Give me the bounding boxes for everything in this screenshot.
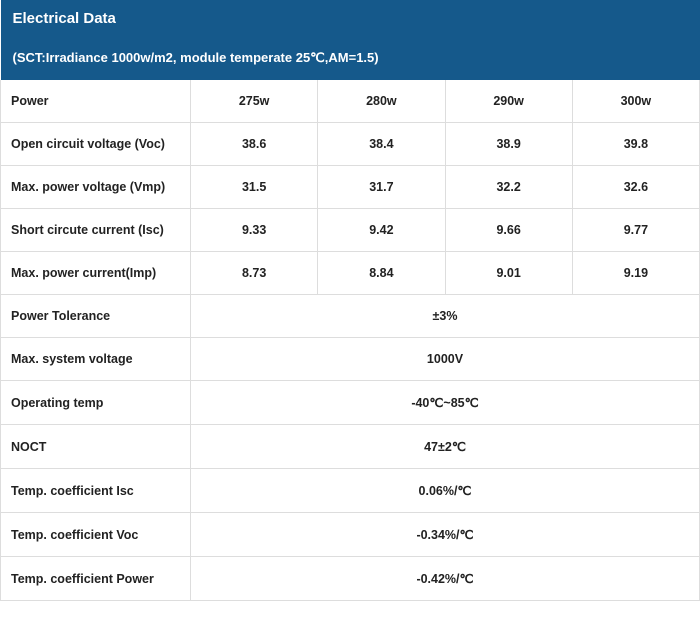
- power-label: Power: [1, 80, 191, 123]
- spec-value: 9.77: [572, 209, 699, 252]
- spec-value: 9.01: [445, 252, 572, 295]
- merged-label: Temp. coefficient Isc: [1, 469, 191, 513]
- spec-label: Short circute current (Isc): [1, 209, 191, 252]
- merged-value: -40℃~85℃: [191, 381, 700, 425]
- spec-value: 38.6: [191, 123, 318, 166]
- spec-value: 9.33: [191, 209, 318, 252]
- spec-row: Short circute current (Isc) 9.33 9.42 9.…: [1, 209, 700, 252]
- spec-label: Max. power current(Imp): [1, 252, 191, 295]
- spec-value: 39.8: [572, 123, 699, 166]
- merged-row: NOCT 47±2℃: [1, 425, 700, 469]
- spec-row: Max. power voltage (Vmp) 31.5 31.7 32.2 …: [1, 166, 700, 209]
- merged-label: Operating temp: [1, 381, 191, 425]
- spec-value: 9.66: [445, 209, 572, 252]
- spec-value: 38.4: [318, 123, 445, 166]
- merged-label: Temp. coefficient Voc: [1, 513, 191, 557]
- merged-label: Power Tolerance: [1, 295, 191, 338]
- merged-row: Power Tolerance ±3%: [1, 295, 700, 338]
- merged-row: Operating temp -40℃~85℃: [1, 381, 700, 425]
- table-title: Electrical Data: [1, 0, 700, 36]
- merged-label: Max. system voltage: [1, 338, 191, 381]
- spec-value: 38.9: [445, 123, 572, 166]
- power-col-1: 280w: [318, 80, 445, 123]
- electrical-data-table: Electrical Data (SCT:Irradiance 1000w/m2…: [0, 0, 700, 601]
- merged-label: Temp. coefficient Power: [1, 557, 191, 601]
- merged-value: 1000V: [191, 338, 700, 381]
- spec-label: Max. power voltage (Vmp): [1, 166, 191, 209]
- merged-row: Temp. coefficient Power -0.42%/℃: [1, 557, 700, 601]
- table-subtitle: (SCT:Irradiance 1000w/m2, module tempera…: [1, 36, 700, 81]
- power-header-row: Power 275w 280w 290w 300w: [1, 80, 700, 123]
- spec-value: 8.84: [318, 252, 445, 295]
- merged-value: ±3%: [191, 295, 700, 338]
- spec-label: Open circuit voltage (Voc): [1, 123, 191, 166]
- power-col-2: 290w: [445, 80, 572, 123]
- spec-row: Open circuit voltage (Voc) 38.6 38.4 38.…: [1, 123, 700, 166]
- table-header-title-row: Electrical Data: [1, 0, 700, 36]
- spec-value: 31.7: [318, 166, 445, 209]
- merged-value: 47±2℃: [191, 425, 700, 469]
- merged-row: Temp. coefficient Isc 0.06%/℃: [1, 469, 700, 513]
- merged-row: Temp. coefficient Voc -0.34%/℃: [1, 513, 700, 557]
- merged-value: -0.42%/℃: [191, 557, 700, 601]
- table-header-subtitle-row: (SCT:Irradiance 1000w/m2, module tempera…: [1, 36, 700, 81]
- spec-value: 9.19: [572, 252, 699, 295]
- power-col-0: 275w: [191, 80, 318, 123]
- spec-value: 32.2: [445, 166, 572, 209]
- merged-row: Max. system voltage 1000V: [1, 338, 700, 381]
- spec-value: 9.42: [318, 209, 445, 252]
- power-col-3: 300w: [572, 80, 699, 123]
- merged-label: NOCT: [1, 425, 191, 469]
- merged-value: 0.06%/℃: [191, 469, 700, 513]
- merged-value: -0.34%/℃: [191, 513, 700, 557]
- spec-value: 8.73: [191, 252, 318, 295]
- spec-value: 31.5: [191, 166, 318, 209]
- spec-value: 32.6: [572, 166, 699, 209]
- spec-row: Max. power current(Imp) 8.73 8.84 9.01 9…: [1, 252, 700, 295]
